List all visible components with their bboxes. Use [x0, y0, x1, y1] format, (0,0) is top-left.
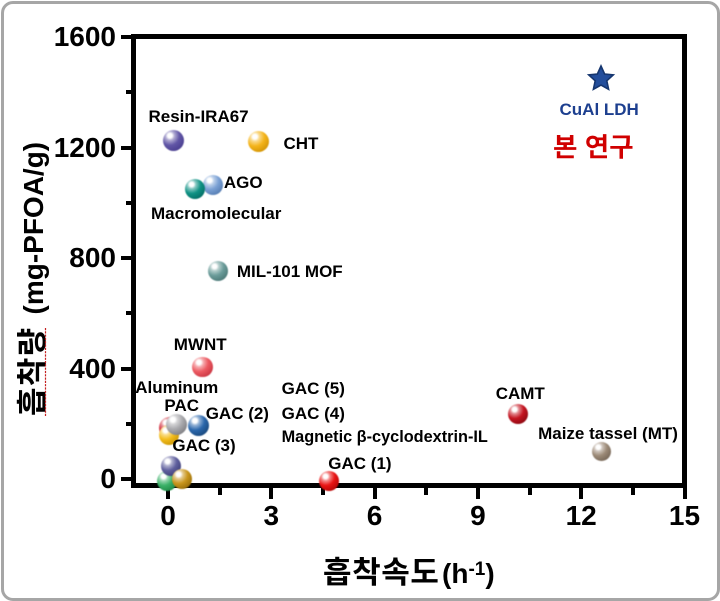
svg-text:(mg-PFOA/g): (mg-PFOA/g) — [18, 142, 49, 315]
svg-text:(h-1): (h-1) — [442, 558, 495, 589]
